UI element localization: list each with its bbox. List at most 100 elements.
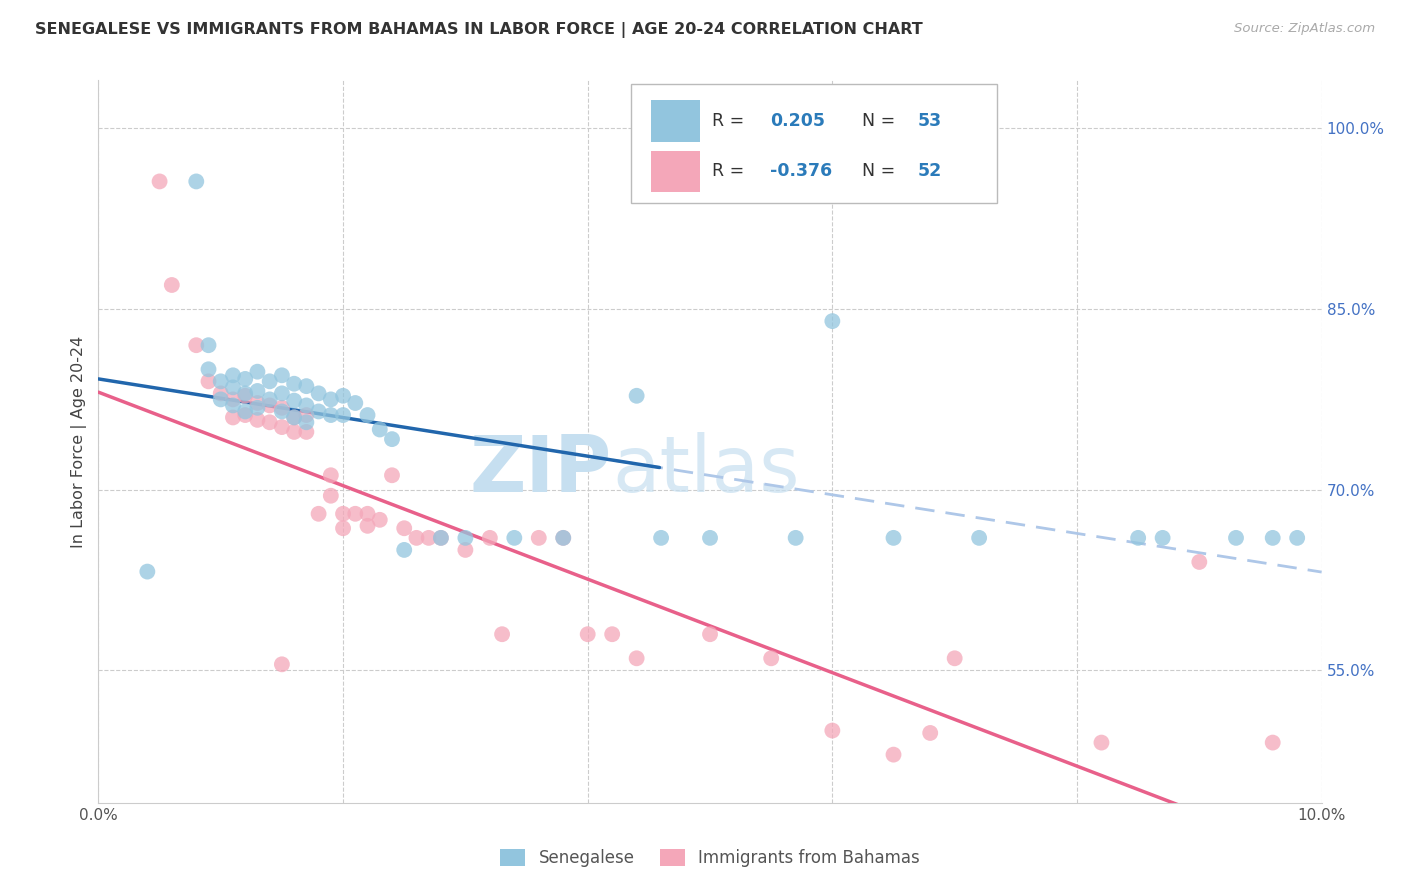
Point	[967, 531, 990, 545]
Point	[209, 392, 232, 407]
Point	[600, 627, 623, 641]
Point	[503, 531, 526, 545]
Text: R =: R =	[713, 112, 751, 130]
Point	[197, 362, 219, 376]
Point	[295, 379, 318, 393]
Point	[392, 542, 416, 557]
Point	[283, 410, 305, 425]
Point	[283, 393, 305, 408]
Point	[149, 174, 172, 188]
Point	[943, 651, 966, 665]
Point	[233, 372, 256, 386]
Point	[319, 489, 342, 503]
Point	[319, 392, 342, 407]
Point	[626, 389, 648, 403]
Point	[699, 531, 721, 545]
Point	[883, 531, 905, 545]
Point	[319, 468, 342, 483]
Point	[308, 404, 330, 418]
Point	[381, 432, 404, 446]
Point	[553, 531, 575, 545]
Text: Source: ZipAtlas.com: Source: ZipAtlas.com	[1234, 22, 1375, 36]
Point	[270, 368, 292, 383]
Point	[405, 531, 427, 545]
Point	[344, 507, 367, 521]
Point	[883, 747, 905, 762]
Point	[1225, 531, 1247, 545]
Point	[368, 423, 391, 437]
Text: 53: 53	[918, 112, 942, 130]
Point	[246, 365, 269, 379]
Point	[356, 408, 378, 422]
Point	[527, 531, 550, 545]
Point	[283, 410, 305, 425]
Point	[246, 401, 269, 415]
Point	[1090, 736, 1112, 750]
Text: N =: N =	[862, 162, 900, 180]
Point	[430, 531, 453, 545]
Point	[332, 389, 354, 403]
Point	[295, 399, 318, 413]
Point	[821, 314, 844, 328]
Point	[699, 627, 721, 641]
Point	[454, 542, 477, 557]
Point	[222, 410, 245, 425]
Point	[259, 392, 281, 407]
Point	[295, 415, 318, 429]
Point	[553, 531, 575, 545]
Point	[222, 392, 245, 407]
Point	[1261, 736, 1284, 750]
Point	[821, 723, 844, 738]
Legend: Senegalese, Immigrants from Bahamas: Senegalese, Immigrants from Bahamas	[494, 842, 927, 874]
Point	[197, 375, 219, 389]
Point	[259, 415, 281, 429]
Point	[785, 531, 807, 545]
Point	[222, 399, 245, 413]
Point	[430, 531, 453, 545]
Point	[392, 521, 416, 535]
Text: atlas: atlas	[612, 433, 800, 508]
Point	[759, 651, 782, 665]
Point	[283, 376, 305, 391]
Y-axis label: In Labor Force | Age 20-24: In Labor Force | Age 20-24	[72, 335, 87, 548]
Point	[344, 396, 367, 410]
Point	[222, 380, 245, 394]
Point	[576, 627, 599, 641]
Point	[186, 338, 208, 352]
Point	[209, 375, 232, 389]
Point	[368, 513, 391, 527]
Point	[332, 408, 354, 422]
Point	[283, 425, 305, 439]
Point	[295, 425, 318, 439]
Point	[233, 408, 256, 422]
Point	[136, 565, 159, 579]
Point	[454, 531, 477, 545]
Point	[197, 338, 219, 352]
Point	[259, 399, 281, 413]
Point	[308, 507, 330, 521]
Point	[308, 386, 330, 401]
Point	[246, 384, 269, 398]
Point	[332, 521, 354, 535]
Point	[270, 401, 292, 415]
Point	[650, 531, 672, 545]
Text: R =: R =	[713, 162, 751, 180]
Point	[319, 408, 342, 422]
Text: 52: 52	[918, 162, 942, 180]
Point	[478, 531, 501, 545]
Point	[246, 396, 269, 410]
Point	[1261, 531, 1284, 545]
Point	[356, 507, 378, 521]
Point	[160, 278, 183, 293]
Point	[270, 386, 292, 401]
Point	[222, 368, 245, 383]
Point	[295, 408, 318, 422]
Point	[209, 386, 232, 401]
Point	[356, 519, 378, 533]
Point	[186, 174, 208, 188]
FancyBboxPatch shape	[630, 84, 997, 203]
Point	[491, 627, 513, 641]
Text: ZIP: ZIP	[470, 433, 612, 508]
Point	[1286, 531, 1309, 545]
Point	[1152, 531, 1174, 545]
